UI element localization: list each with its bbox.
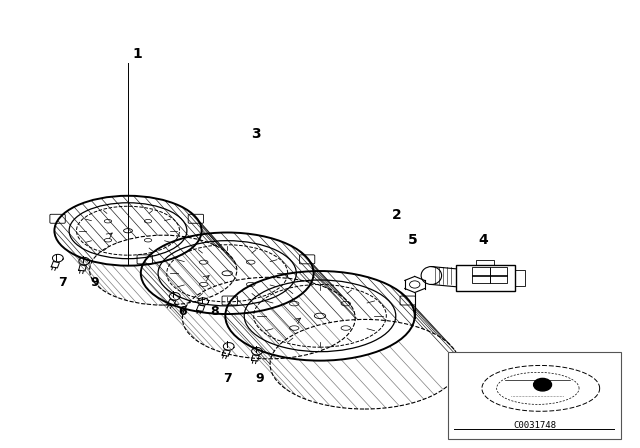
Circle shape — [534, 379, 552, 391]
Bar — [472, 267, 490, 276]
Text: 7: 7 — [223, 372, 232, 385]
Bar — [490, 267, 508, 276]
Text: 9: 9 — [90, 276, 99, 289]
Text: 8: 8 — [210, 305, 219, 318]
Text: C0031748: C0031748 — [513, 421, 556, 430]
Bar — [515, 270, 525, 285]
Text: 9: 9 — [255, 372, 264, 385]
Text: 5: 5 — [408, 233, 418, 247]
Text: 6: 6 — [178, 305, 187, 318]
Text: 2: 2 — [392, 208, 402, 222]
Bar — [476, 259, 494, 265]
Bar — [472, 275, 490, 284]
Text: 3: 3 — [251, 127, 261, 142]
Text: 7: 7 — [58, 276, 67, 289]
Text: 1: 1 — [132, 47, 143, 61]
Bar — [490, 275, 508, 284]
Text: 4: 4 — [478, 233, 488, 247]
Bar — [448, 352, 621, 439]
